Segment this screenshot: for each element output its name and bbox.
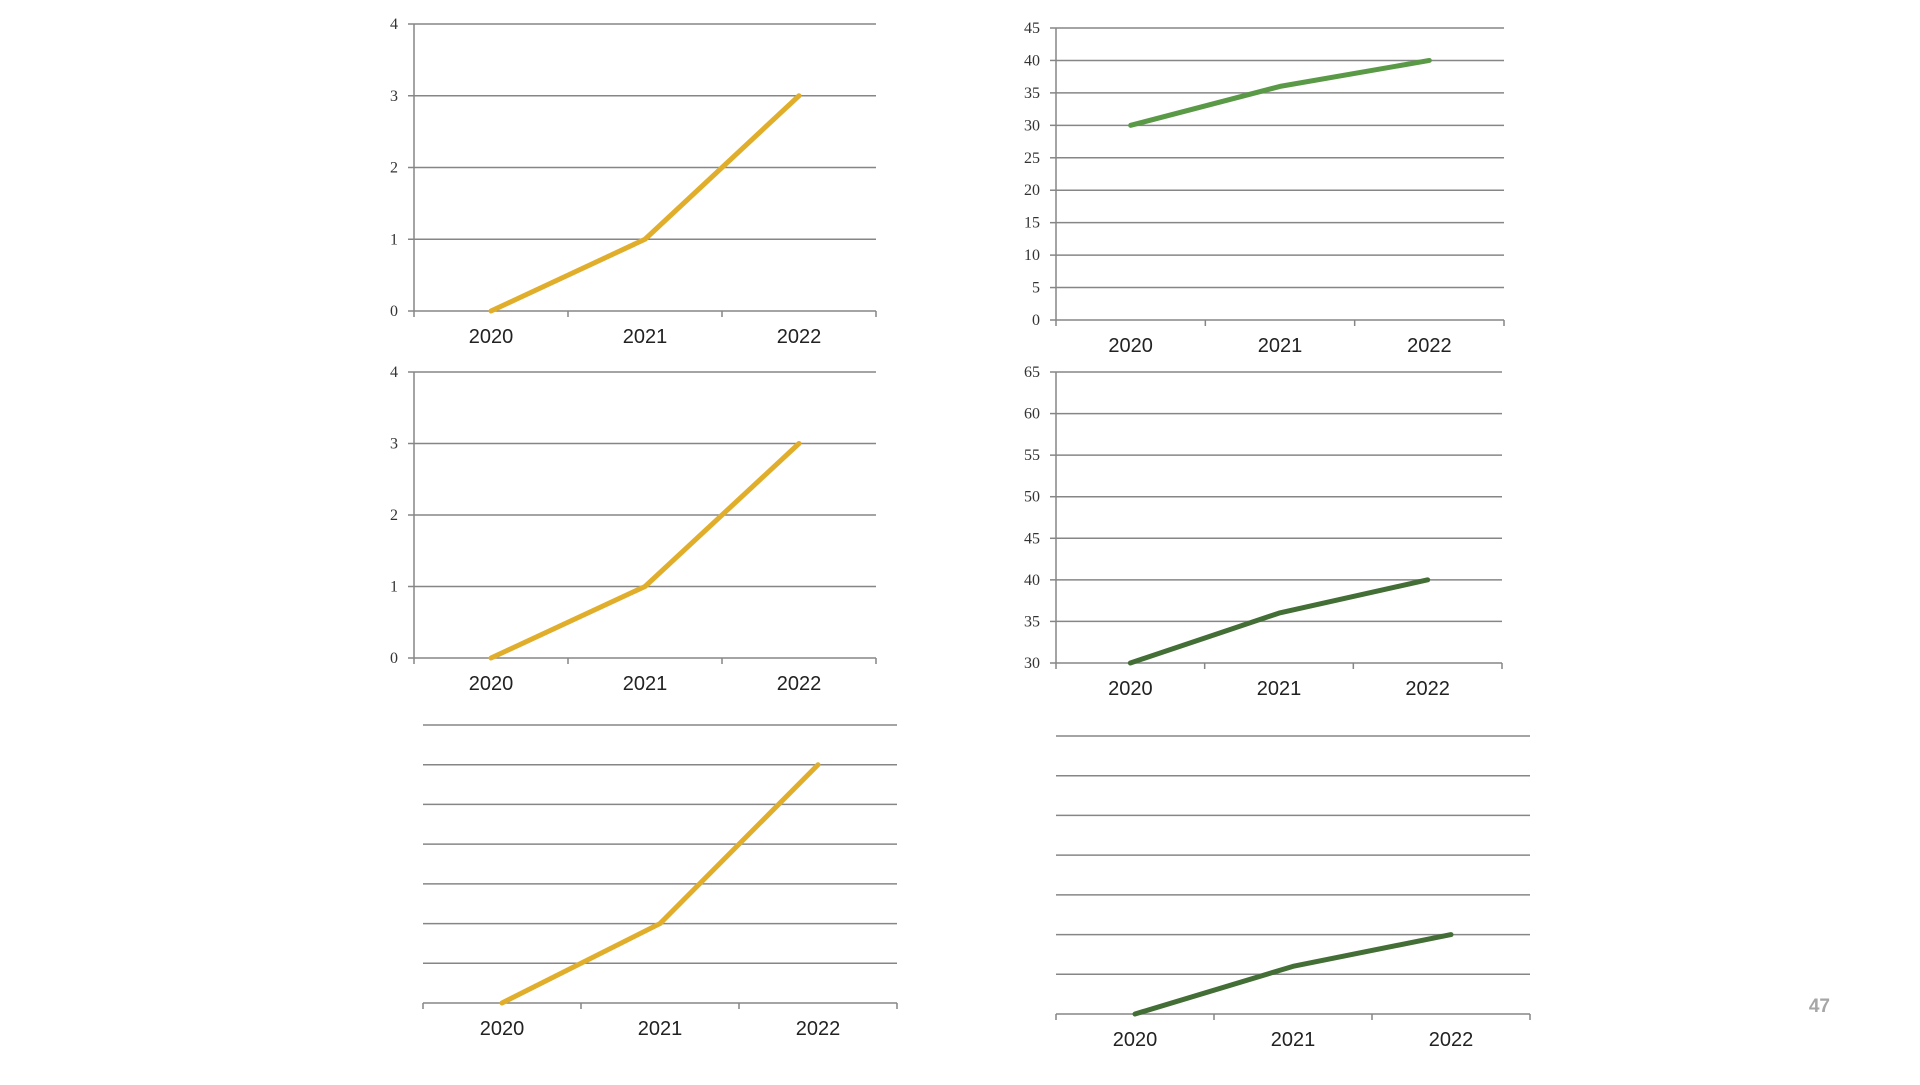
y-tick-label: 25 [1024,150,1040,167]
x-tick-label: 2022 [1429,1029,1474,1051]
x-tick-label: 2022 [777,326,822,348]
x-tick-label: 2021 [1271,1029,1316,1051]
y-tick-label: 20 [1024,182,1040,199]
chart-2: 0 5 10 15 20 25 30 35 40 45 2020 2021 2022 [1024,20,1504,357]
x-tick-label: 2020 [1108,335,1153,357]
chart-1: 0 1 2 3 4 2020 2021 2022 [390,16,876,348]
y-tick-label: 4 [390,364,398,381]
x-tick-label: 2022 [777,673,822,695]
y-tick-label: 30 [1024,117,1040,134]
y-tick-label: 35 [1024,85,1040,102]
chart-6: 2020 2021 2022 [1056,736,1530,1051]
y-tick-label: 0 [390,303,398,320]
x-tick-label: 2022 [1405,678,1450,700]
x-tick-label: 2020 [1108,678,1153,700]
y-tick-label: 3 [390,88,398,105]
y-tick-label: 40 [1024,52,1040,69]
y-tick-label: 15 [1024,215,1040,232]
x-tick-label: 2020 [469,326,514,348]
x-tick-label: 2022 [1407,335,1452,357]
y-tick-label: 45 [1024,20,1040,37]
y-tick-label: 5 [1032,280,1040,297]
x-tick-label: 2021 [1257,678,1302,700]
y-tick-label: 45 [1024,530,1040,547]
y-tick-label: 0 [390,650,398,667]
x-tick-label: 2021 [1258,335,1303,357]
y-tick-label: 4 [390,16,398,33]
y-tick-label: 10 [1024,247,1040,264]
y-tick-label: 35 [1024,613,1040,630]
y-tick-label: 55 [1024,447,1040,464]
y-tick-label: 2 [390,160,398,177]
y-tick-label: 40 [1024,572,1040,589]
x-tick-label: 2020 [1113,1029,1158,1051]
y-tick-label: 1 [390,231,398,248]
y-tick-label: 3 [390,436,398,453]
series-line [491,444,799,659]
y-tick-label: 0 [1032,312,1040,329]
chart-5: 2020 2021 2022 [423,725,897,1040]
y-tick-label: 60 [1024,406,1040,423]
x-tick-label: 2020 [480,1018,525,1040]
y-tick-label: 50 [1024,489,1040,506]
chart-3: 0 1 2 3 4 2020 2021 2022 [390,364,876,695]
x-tick-label: 2022 [796,1018,841,1040]
series-line [491,96,799,311]
x-tick-label: 2021 [623,673,668,695]
y-tick-label: 30 [1024,655,1040,672]
y-tick-label: 65 [1024,364,1040,381]
x-tick-label: 2021 [623,326,668,348]
page-number: 47 [1790,996,1830,1018]
y-tick-label: 1 [390,579,398,596]
x-tick-label: 2020 [469,673,514,695]
chart-4: 30 35 40 45 50 55 60 65 2020 2021 2022 [1024,364,1502,700]
y-tick-label: 2 [390,507,398,524]
x-tick-label: 2021 [638,1018,683,1040]
